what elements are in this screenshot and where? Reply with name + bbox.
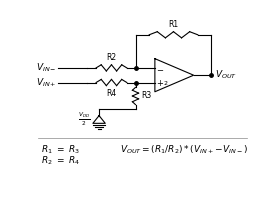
Text: $V_{IN+}$: $V_{IN+}$ (36, 76, 56, 89)
Text: R3: R3 (141, 91, 151, 100)
Text: $R_1\ =\ R_3$: $R_1\ =\ R_3$ (41, 143, 80, 156)
Text: R1: R1 (168, 20, 178, 29)
Text: $\frac{V_{DD}}{2}$: $\frac{V_{DD}}{2}$ (78, 111, 91, 128)
Text: 2: 2 (164, 81, 168, 86)
Text: $V_{OUT}$: $V_{OUT}$ (215, 69, 237, 81)
Text: $R_2\ =\ R_4$: $R_2\ =\ R_4$ (41, 155, 80, 167)
Text: R4: R4 (106, 89, 116, 98)
Text: $V_{IN-}$: $V_{IN-}$ (36, 62, 56, 74)
Text: $+$: $+$ (156, 78, 164, 88)
Text: R2: R2 (106, 53, 116, 62)
Text: $V_{OUT}=(R_1/R_2)*(V_{IN+}\!-\!V_{IN-})$: $V_{OUT}=(R_1/R_2)*(V_{IN+}\!-\!V_{IN-})… (120, 144, 248, 156)
Text: $-$: $-$ (156, 64, 164, 73)
